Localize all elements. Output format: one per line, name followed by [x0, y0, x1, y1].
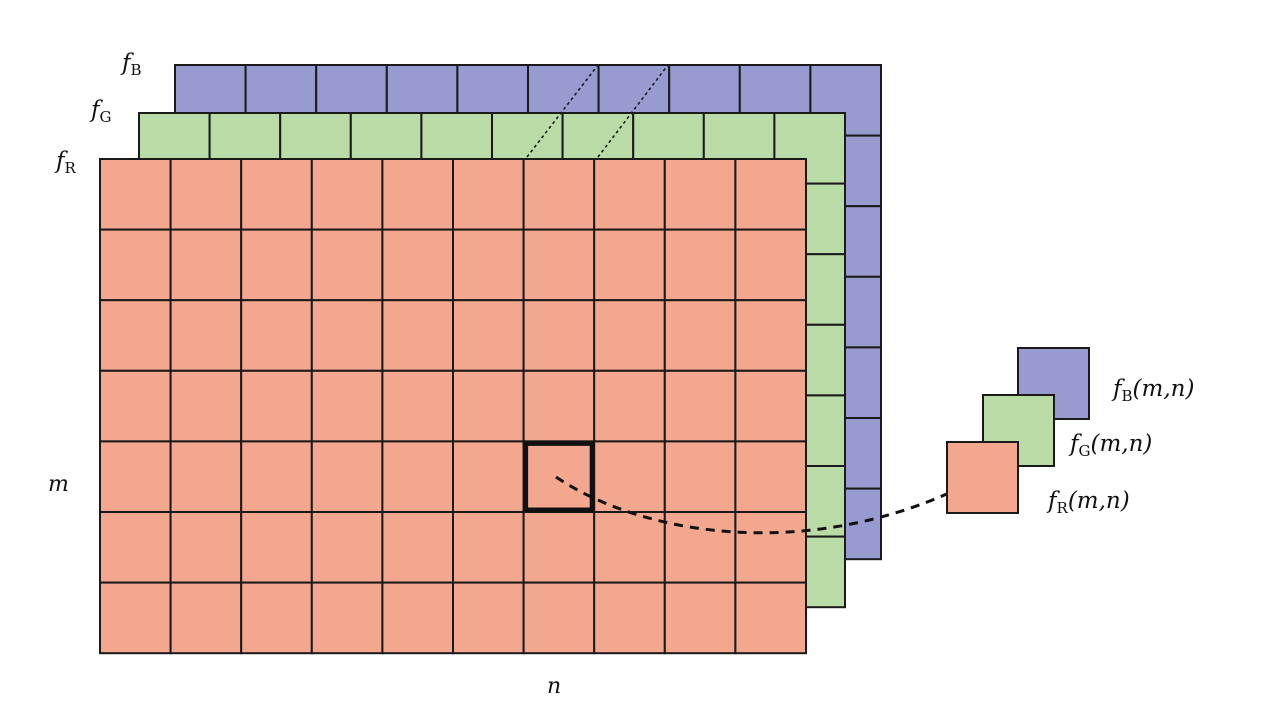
pixel-cell-r — [310, 158, 384, 231]
depth-guide-line — [597, 64, 669, 158]
pixel-cell-r — [240, 440, 313, 513]
axis-label-n: n — [547, 674, 562, 699]
pixel-cell-r — [734, 581, 808, 655]
pixel-cell-r — [169, 581, 243, 655]
depth-guide-lines — [526, 64, 669, 158]
pixel-cell-r — [663, 511, 737, 584]
pixel-cell-r — [522, 158, 596, 231]
pixel-cell-r — [310, 228, 384, 302]
pixel-cell-r — [522, 440, 596, 513]
pixel-cell-r — [99, 440, 172, 513]
label-blue-pixel: fB(m,n) — [1113, 376, 1195, 405]
pixel-cell-r — [99, 228, 172, 302]
pixel-cell-r — [593, 369, 666, 443]
pixel-cell-r — [452, 511, 525, 584]
pixel-cell-r — [522, 369, 596, 443]
pixel-cell-r — [99, 511, 172, 584]
pixel-cell-r — [452, 228, 525, 302]
label-blue-layer: fB — [122, 50, 142, 79]
pixel-cell-r — [310, 369, 384, 443]
pixel-cell-r — [240, 369, 313, 443]
pixel-cell-r — [381, 228, 454, 302]
pixel-cell-r — [593, 299, 666, 372]
pixel-cell-r — [522, 299, 596, 372]
pixel-cell-r — [381, 369, 454, 443]
pixel-cell-r — [99, 581, 172, 655]
pixel-cell-r — [99, 299, 172, 372]
pixel-square-r — [946, 441, 1019, 514]
pixel-cell-r — [522, 228, 596, 302]
pixel-cell-r — [734, 228, 808, 302]
pixel-cell-r — [169, 440, 243, 513]
label-green-pixel: fG(m,n) — [1070, 431, 1153, 460]
pixel-cell-r — [734, 511, 808, 584]
pixel-cell-r — [663, 440, 737, 513]
pixel-cell-r — [452, 369, 525, 443]
selected-pixel-outline — [523, 440, 595, 513]
pixel-cell-r — [310, 581, 384, 655]
pixel-cell-r — [593, 511, 666, 584]
pixel-cell-r — [310, 511, 384, 584]
pixel-cell-r — [169, 228, 243, 302]
pixel-cell-r — [734, 299, 808, 372]
pixel-cell-r — [452, 440, 525, 513]
pixel-cell-r — [240, 228, 313, 302]
pixel-cell-r — [381, 581, 454, 655]
pixel-arrow — [555, 475, 983, 535]
pixel-cell-r — [734, 369, 808, 443]
label-green-layer: fG — [91, 97, 112, 126]
pixel-cell-r — [240, 158, 313, 231]
pixel-stack — [946, 347, 1090, 514]
pixel-cell-r — [240, 299, 313, 372]
depth-guide-line — [526, 64, 599, 158]
pixel-cell-r — [240, 511, 313, 584]
pixel-cell-r — [169, 158, 243, 231]
pixel-cell-r — [169, 299, 243, 372]
pixel-cell-r — [310, 440, 384, 513]
pixel-cell-r — [663, 299, 737, 372]
red-channel-layer — [99, 158, 808, 655]
pixel-cell-r — [663, 369, 737, 443]
pixel-cell-r — [452, 158, 525, 231]
pixel-cell-r — [734, 440, 808, 513]
pixel-cell-r — [381, 440, 454, 513]
pixel-cell-r — [522, 511, 596, 584]
pixel-cell-r — [593, 228, 666, 302]
pixel-cell-r — [169, 369, 243, 443]
pixel-cell-r — [381, 299, 454, 372]
pixel-cell-r — [169, 511, 243, 584]
pixel-cell-r — [310, 299, 384, 372]
pixel-cell-r — [593, 158, 666, 231]
pixel-cell-r — [734, 158, 808, 231]
pixel-cell-r — [99, 158, 172, 231]
pixel-cell-r — [452, 299, 525, 372]
pixel-cell-r — [663, 581, 737, 655]
axis-label-m: m — [48, 472, 69, 497]
pixel-cell-r — [593, 581, 666, 655]
pixel-cell-r — [663, 228, 737, 302]
pixel-cell-r — [381, 511, 454, 584]
pixel-cell-r — [663, 158, 737, 231]
pixel-cell-r — [452, 581, 525, 655]
pixel-cell-r — [522, 581, 596, 655]
label-red-pixel: fR(m,n) — [1048, 488, 1130, 517]
pixel-cell-r — [240, 581, 313, 655]
pixel-cell-r — [381, 158, 454, 231]
label-red-layer: fR — [56, 148, 76, 177]
pixel-cell-r — [99, 369, 172, 443]
